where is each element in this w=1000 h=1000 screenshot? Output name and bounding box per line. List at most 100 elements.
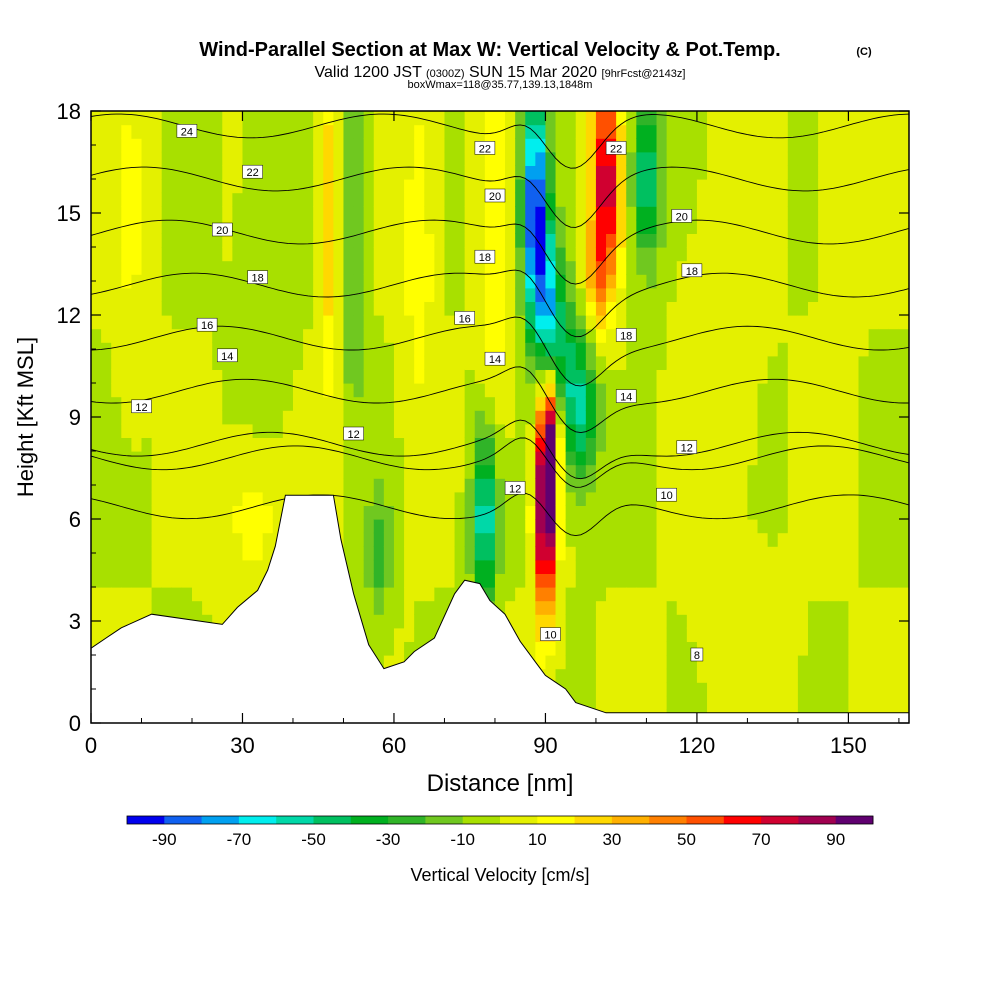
- heatmap-cell: [585, 111, 597, 126]
- heatmap-cell: [848, 111, 860, 126]
- heatmap-cell: [464, 451, 476, 466]
- heatmap-cell: [575, 573, 587, 588]
- heatmap-cell: [373, 559, 385, 574]
- heatmap-cell: [434, 491, 446, 506]
- heatmap-cell: [181, 206, 193, 221]
- heatmap-cell: [818, 668, 829, 683]
- heatmap-cell: [262, 410, 274, 425]
- heatmap-cell: [414, 206, 425, 221]
- heatmap-cell: [666, 287, 678, 302]
- heatmap-cell: [363, 396, 375, 411]
- heatmap-cell: [686, 559, 698, 574]
- heatmap-cell: [666, 179, 678, 194]
- heatmap-cell: [414, 464, 425, 479]
- heatmap-cell: [343, 437, 355, 452]
- heatmap-cell: [252, 410, 264, 425]
- heatmap-cell: [565, 587, 577, 602]
- heatmap-cell: [131, 532, 143, 547]
- heatmap-cell: [111, 315, 122, 330]
- heatmap-cell: [111, 342, 122, 357]
- heatmap-cell: [282, 260, 294, 275]
- heatmap-cell: [111, 192, 122, 207]
- heatmap-cell: [838, 274, 850, 289]
- heatmap-cell: [282, 464, 294, 479]
- heatmap-cell: [585, 151, 597, 166]
- heatmap-cell: [696, 519, 708, 534]
- heatmap-cell: [818, 410, 829, 425]
- heatmap-cell: [424, 233, 435, 248]
- heatmap-cell: [171, 396, 183, 411]
- heatmap-cell: [505, 451, 516, 466]
- heatmap-cell: [454, 260, 466, 275]
- heatmap-cell: [535, 396, 547, 411]
- heatmap-cell: [131, 328, 143, 343]
- colorbar-tick-label: -10: [450, 830, 475, 849]
- heatmap-cell: [848, 287, 860, 302]
- heatmap-cell: [222, 355, 233, 370]
- svg-text:14: 14: [221, 351, 233, 363]
- heatmap-cell: [434, 287, 446, 302]
- heatmap-cell: [747, 233, 759, 248]
- heatmap-cell: [363, 206, 375, 221]
- heatmap-cell: [555, 111, 567, 126]
- heatmap-cell: [212, 247, 223, 262]
- heatmap-cell: [151, 546, 163, 561]
- heatmap-cell: [323, 383, 334, 398]
- heatmap-cell: [393, 369, 405, 384]
- heatmap-cell: [676, 505, 688, 520]
- heatmap-cell: [565, 233, 577, 248]
- heatmap-cell: [222, 315, 233, 330]
- heatmap-cell: [161, 342, 173, 357]
- heatmap-cell: [757, 247, 769, 262]
- heatmap-cell: [464, 437, 476, 452]
- heatmap-cell: [232, 546, 244, 561]
- heatmap-cell: [373, 233, 385, 248]
- heatmap-cell: [404, 546, 415, 561]
- heatmap-cell: [777, 451, 789, 466]
- heatmap-cell: [888, 315, 900, 330]
- heatmap-cell: [545, 260, 557, 275]
- heatmap-cell: [141, 192, 153, 207]
- heatmap-cell: [585, 165, 597, 180]
- heatmap-cell: [646, 614, 658, 629]
- heatmap-cell: [737, 519, 749, 534]
- heatmap-cell: [424, 260, 435, 275]
- heatmap-cell: [777, 342, 789, 357]
- heatmap-cell: [777, 491, 789, 506]
- heatmap-cell: [606, 301, 617, 316]
- heatmap-cell: [313, 247, 324, 262]
- heatmap-cell: [838, 695, 850, 710]
- y-tick-label: 3: [69, 609, 81, 634]
- heatmap-cell: [747, 546, 759, 561]
- heatmap-cell: [797, 233, 809, 248]
- heatmap-cell: [555, 287, 567, 302]
- heatmap-cell: [262, 219, 274, 234]
- heatmap-cell: [626, 587, 637, 602]
- heatmap-cell: [313, 165, 324, 180]
- heatmap-cell: [555, 641, 567, 656]
- heatmap-cell: [757, 559, 769, 574]
- heatmap-cell: [292, 138, 304, 153]
- heatmap-cell: [878, 614, 890, 629]
- heatmap-cell: [656, 369, 668, 384]
- heatmap-cell: [131, 315, 143, 330]
- heatmap-cell: [848, 165, 860, 180]
- heatmap-cell: [202, 451, 213, 466]
- heatmap-cell: [151, 369, 163, 384]
- heatmap-cell: [484, 274, 496, 289]
- heatmap-cell: [535, 192, 547, 207]
- heatmap-cell: [727, 573, 738, 588]
- heatmap-cell: [888, 437, 900, 452]
- heatmap-cell: [111, 423, 122, 438]
- heatmap-cell: [777, 247, 789, 262]
- heatmap-cell: [292, 260, 304, 275]
- heatmap-cell: [393, 614, 405, 629]
- heatmap-cell: [767, 641, 779, 656]
- heatmap-cell: [818, 247, 829, 262]
- heatmap-cell: [242, 383, 254, 398]
- heatmap-cell: [888, 383, 900, 398]
- heatmap-cell: [747, 206, 759, 221]
- heatmap-cell: [323, 124, 334, 139]
- heatmap-cell: [393, 600, 405, 615]
- heatmap-cell: [797, 546, 809, 561]
